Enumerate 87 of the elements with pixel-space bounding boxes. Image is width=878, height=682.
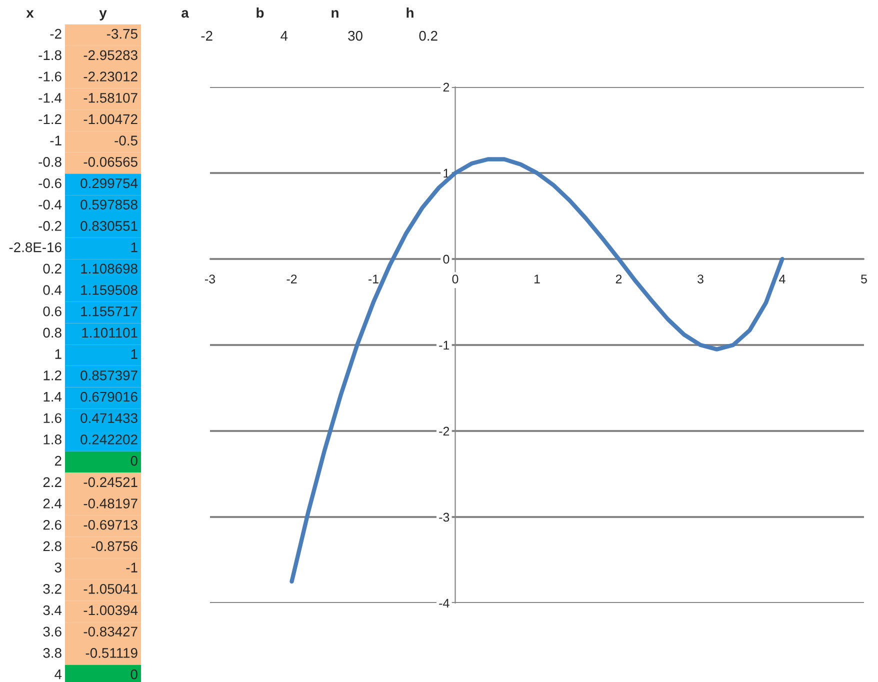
y-tick-label: 0 xyxy=(443,254,450,264)
text: 0.6 xyxy=(43,306,62,316)
text: -0.51119 xyxy=(86,648,138,658)
text: 3.8 xyxy=(43,648,62,658)
text: h xyxy=(406,8,414,18)
text: x xyxy=(26,10,34,18)
text: -0.8 xyxy=(38,156,62,167)
text: -1.00472 xyxy=(84,114,138,124)
text: -1.58107 xyxy=(84,92,138,103)
text: 2.4 xyxy=(43,498,62,508)
text: 1 xyxy=(131,242,138,252)
text: -2 xyxy=(201,30,212,41)
text: 2 xyxy=(54,456,62,466)
text: 0.2 xyxy=(419,30,438,41)
text: -1 xyxy=(50,136,62,146)
y-tick-label: -2 xyxy=(439,426,450,436)
text: 0.4 xyxy=(43,285,62,295)
text: 1.8 xyxy=(44,434,62,444)
text: -2 xyxy=(50,28,62,39)
text: -1.05041 xyxy=(84,584,138,594)
text: 0.8 xyxy=(43,328,62,338)
text: 1.108698 xyxy=(81,264,138,274)
text: -3.75 xyxy=(106,28,138,39)
text: 3 xyxy=(54,562,62,572)
text: -0.8756 xyxy=(92,541,138,552)
text: -0.06565 xyxy=(84,156,138,167)
text: -2.8E-16 xyxy=(9,242,62,252)
text: 2.6 xyxy=(43,520,62,530)
text: -2.95283 xyxy=(84,50,138,60)
text: 1.159508 xyxy=(81,285,138,295)
text: -0.6 xyxy=(38,178,62,188)
text: a xyxy=(182,10,189,18)
text: 0.857397 xyxy=(80,370,138,380)
text: 0.299754 xyxy=(80,178,138,188)
text: 3.6 xyxy=(43,626,62,637)
text: 1.6 xyxy=(44,413,62,424)
x-tick-label: 3 xyxy=(698,274,704,284)
text: -0.5 xyxy=(114,136,138,146)
x-tick-label: -2 xyxy=(286,274,297,284)
text: 3.2 xyxy=(43,584,62,594)
text: 0.242202 xyxy=(80,434,138,444)
text: -1.4 xyxy=(38,93,62,103)
text: 1 xyxy=(131,349,138,359)
text: -0.83427 xyxy=(84,626,138,637)
x-tick-label: 1 xyxy=(534,274,540,284)
text: 0.597858 xyxy=(80,200,138,210)
text: 1.101101 xyxy=(82,328,138,338)
text: 1.155717 xyxy=(81,306,138,316)
text: 0 xyxy=(130,669,138,680)
text: -0.24521 xyxy=(84,477,138,488)
text: -1.2 xyxy=(38,114,62,124)
y-tick-label: -3 xyxy=(439,512,450,522)
text: 0.679016 xyxy=(80,392,138,402)
x-tick-label: 2 xyxy=(616,274,622,284)
text: 0.2 xyxy=(43,264,62,274)
text: -0.48197 xyxy=(84,498,138,508)
text: n xyxy=(332,10,338,18)
text: 30 xyxy=(348,30,362,41)
text: 2.2 xyxy=(43,477,62,487)
y-tick-label: -1 xyxy=(439,340,450,350)
text: -1.6 xyxy=(38,72,62,82)
text: 1.4 xyxy=(44,392,62,402)
text: -1.8 xyxy=(38,50,62,60)
x-tick-label: 0 xyxy=(452,274,458,284)
text: b xyxy=(256,8,264,18)
x-tick-label: -3 xyxy=(205,274,216,284)
text: 2.8 xyxy=(43,541,62,552)
text: 1 xyxy=(55,349,62,359)
text: 4 xyxy=(280,31,288,41)
text: -0.4 xyxy=(38,200,62,210)
text: 3.4 xyxy=(43,605,62,616)
text: y xyxy=(99,10,107,20)
text: 0 xyxy=(130,456,138,466)
x-tick-label: 4 xyxy=(779,274,786,284)
y-tick-label: -4 xyxy=(439,598,450,608)
text: -1.00394 xyxy=(84,605,138,616)
text: 0.471433 xyxy=(80,413,138,424)
x-tick-label: -1 xyxy=(368,274,378,284)
text: 4 xyxy=(54,670,62,680)
text: 0.830551 xyxy=(80,221,138,231)
text: 1.2 xyxy=(44,370,62,380)
text: -1 xyxy=(126,562,138,572)
text: -2.23012 xyxy=(84,72,138,82)
x-tick-label: 5 xyxy=(861,274,867,284)
y-tick-label: 2 xyxy=(443,82,450,92)
text: -0.69713 xyxy=(84,520,138,530)
text: -0.2 xyxy=(38,221,62,231)
